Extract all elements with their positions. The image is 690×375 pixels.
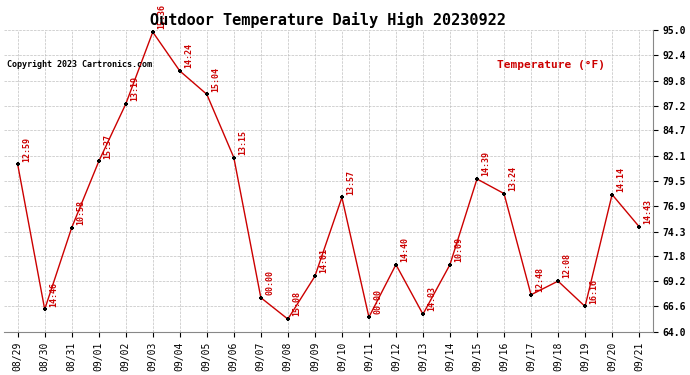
Text: 13:19: 13:19 xyxy=(130,76,139,101)
Text: 15:36: 15:36 xyxy=(157,4,166,29)
Point xyxy=(417,311,428,317)
Point xyxy=(580,303,591,309)
Text: 14:01: 14:01 xyxy=(319,249,328,273)
Text: 10:09: 10:09 xyxy=(454,237,463,262)
Point xyxy=(391,262,402,268)
Point xyxy=(309,273,320,279)
Text: 12:59: 12:59 xyxy=(22,136,31,162)
Text: Temperature (°F): Temperature (°F) xyxy=(497,60,605,70)
Point xyxy=(93,159,104,165)
Text: 14:24: 14:24 xyxy=(184,43,193,68)
Point xyxy=(282,316,293,322)
Point xyxy=(39,306,50,312)
Text: 12:08: 12:08 xyxy=(562,254,571,278)
Text: 14:40: 14:40 xyxy=(400,237,409,262)
Text: 14:03: 14:03 xyxy=(427,286,436,312)
Point xyxy=(147,29,158,35)
Text: 13:24: 13:24 xyxy=(508,166,518,191)
Point xyxy=(120,101,131,107)
Text: 14:46: 14:46 xyxy=(49,282,58,307)
Point xyxy=(66,225,77,231)
Text: 14:39: 14:39 xyxy=(481,151,490,176)
Point xyxy=(175,68,186,74)
Point xyxy=(607,192,618,198)
Text: 13:15: 13:15 xyxy=(238,130,247,155)
Text: 15:08: 15:08 xyxy=(292,291,301,316)
Text: 10:58: 10:58 xyxy=(76,200,85,225)
Point xyxy=(526,292,537,298)
Text: 14:14: 14:14 xyxy=(616,167,625,192)
Text: 00:00: 00:00 xyxy=(373,290,382,314)
Point xyxy=(201,91,213,97)
Text: Copyright 2023 Cartronics.com: Copyright 2023 Cartronics.com xyxy=(7,60,152,69)
Point xyxy=(337,195,348,201)
Text: 12:48: 12:48 xyxy=(535,267,544,292)
Text: 15:04: 15:04 xyxy=(211,66,220,92)
Point xyxy=(255,295,266,301)
Title: Outdoor Temperature Daily High 20230922: Outdoor Temperature Daily High 20230922 xyxy=(150,12,506,27)
Point xyxy=(498,190,509,196)
Point xyxy=(12,161,23,167)
Point xyxy=(471,176,482,182)
Text: 16:16: 16:16 xyxy=(589,279,598,304)
Point xyxy=(553,278,564,284)
Text: 15:37: 15:37 xyxy=(103,134,112,159)
Point xyxy=(228,154,239,160)
Text: 00:00: 00:00 xyxy=(265,270,274,295)
Text: 13:57: 13:57 xyxy=(346,170,355,195)
Point xyxy=(444,262,455,268)
Point xyxy=(364,314,375,320)
Text: 14:43: 14:43 xyxy=(643,199,652,224)
Point xyxy=(633,224,644,230)
